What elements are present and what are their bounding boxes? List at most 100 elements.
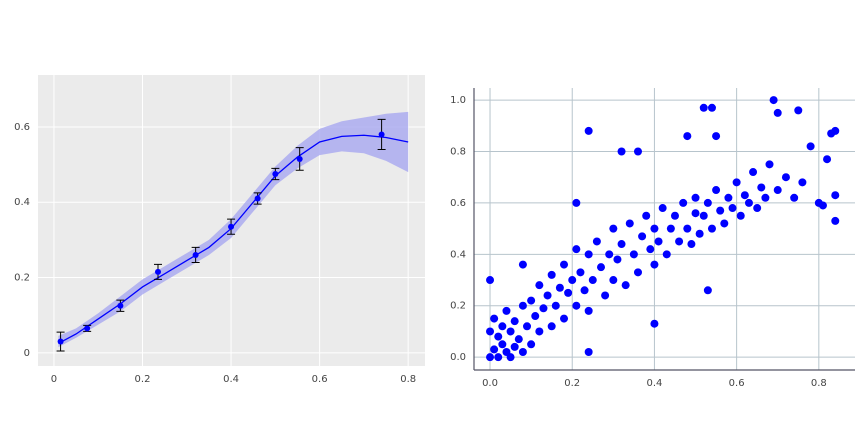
point: [773, 186, 782, 195]
point: [523, 322, 532, 331]
point: [580, 286, 589, 295]
point: [831, 191, 840, 200]
point: [650, 260, 659, 269]
point: [228, 223, 235, 230]
point: [670, 211, 679, 220]
point: [712, 132, 721, 141]
y-tick-label: 1.0: [450, 95, 466, 106]
point: [518, 260, 527, 269]
point: [605, 250, 614, 259]
point: [527, 340, 536, 349]
point: [555, 283, 564, 292]
point: [498, 340, 507, 349]
point: [827, 129, 836, 138]
point: [654, 237, 663, 246]
point: [564, 288, 573, 297]
point: [724, 193, 733, 202]
point: [510, 317, 519, 326]
point: [490, 314, 499, 323]
point: [790, 193, 799, 202]
point: [633, 147, 642, 156]
x-tick-label: 0.2: [564, 378, 580, 389]
plot-background: [474, 88, 855, 370]
point: [584, 126, 593, 135]
point: [535, 281, 544, 290]
point: [543, 291, 552, 300]
point: [531, 312, 540, 321]
point: [650, 319, 659, 328]
point: [765, 160, 774, 169]
point: [539, 304, 548, 313]
point: [494, 332, 503, 341]
point: [691, 209, 700, 218]
point: [584, 348, 593, 357]
y-tick-label: 0.4: [14, 197, 30, 208]
point: [625, 219, 634, 228]
x-tick-label: 0: [51, 374, 57, 385]
point: [781, 173, 790, 182]
point: [378, 131, 385, 138]
point: [613, 255, 622, 264]
point: [572, 198, 581, 207]
point: [642, 211, 651, 220]
point: [769, 96, 778, 105]
point: [633, 268, 642, 277]
point: [592, 237, 601, 246]
point: [831, 216, 840, 225]
y-tick-label: 0.8: [450, 146, 466, 157]
point: [662, 250, 671, 259]
point: [753, 204, 762, 213]
point: [716, 206, 725, 215]
point: [527, 296, 536, 305]
y-tick-label: 0.0: [450, 352, 466, 363]
x-tick-label: 0.4: [646, 378, 662, 389]
point: [609, 276, 618, 285]
point: [732, 178, 741, 187]
point: [572, 245, 581, 254]
point: [551, 301, 560, 310]
point: [486, 353, 495, 362]
point: [272, 171, 279, 178]
point: [720, 219, 729, 228]
point: [683, 224, 692, 233]
point: [154, 268, 161, 275]
point: [572, 301, 581, 310]
point: [823, 155, 832, 164]
point: [806, 142, 815, 151]
point: [798, 178, 807, 187]
x-tick-label: 0.8: [811, 378, 827, 389]
x-tick-label: 0.8: [400, 374, 416, 385]
point: [773, 108, 782, 117]
point: [568, 276, 577, 285]
point: [703, 286, 712, 295]
point: [658, 204, 667, 213]
y-tick-label: 0.6: [14, 122, 30, 133]
point: [514, 335, 523, 344]
point: [757, 183, 766, 192]
point: [547, 322, 556, 331]
y-tick-label: 0.4: [450, 249, 466, 260]
point: [588, 276, 597, 285]
x-tick-label: 0.6: [312, 374, 328, 385]
point: [707, 224, 716, 233]
point: [296, 155, 303, 162]
point: [695, 229, 704, 238]
point: [518, 301, 527, 310]
y-tick-label: 0.6: [450, 198, 466, 209]
point: [117, 302, 124, 309]
point: [761, 193, 770, 202]
x-tick-label: 0.4: [223, 374, 239, 385]
point: [494, 353, 503, 362]
point: [740, 191, 749, 200]
y-tick-label: 0.2: [450, 301, 466, 312]
point: [818, 201, 827, 210]
point: [547, 270, 556, 279]
point: [683, 132, 692, 141]
point: [510, 342, 519, 351]
point: [57, 338, 64, 345]
point: [712, 186, 721, 195]
point: [728, 204, 737, 213]
point: [744, 198, 753, 207]
point: [535, 327, 544, 336]
